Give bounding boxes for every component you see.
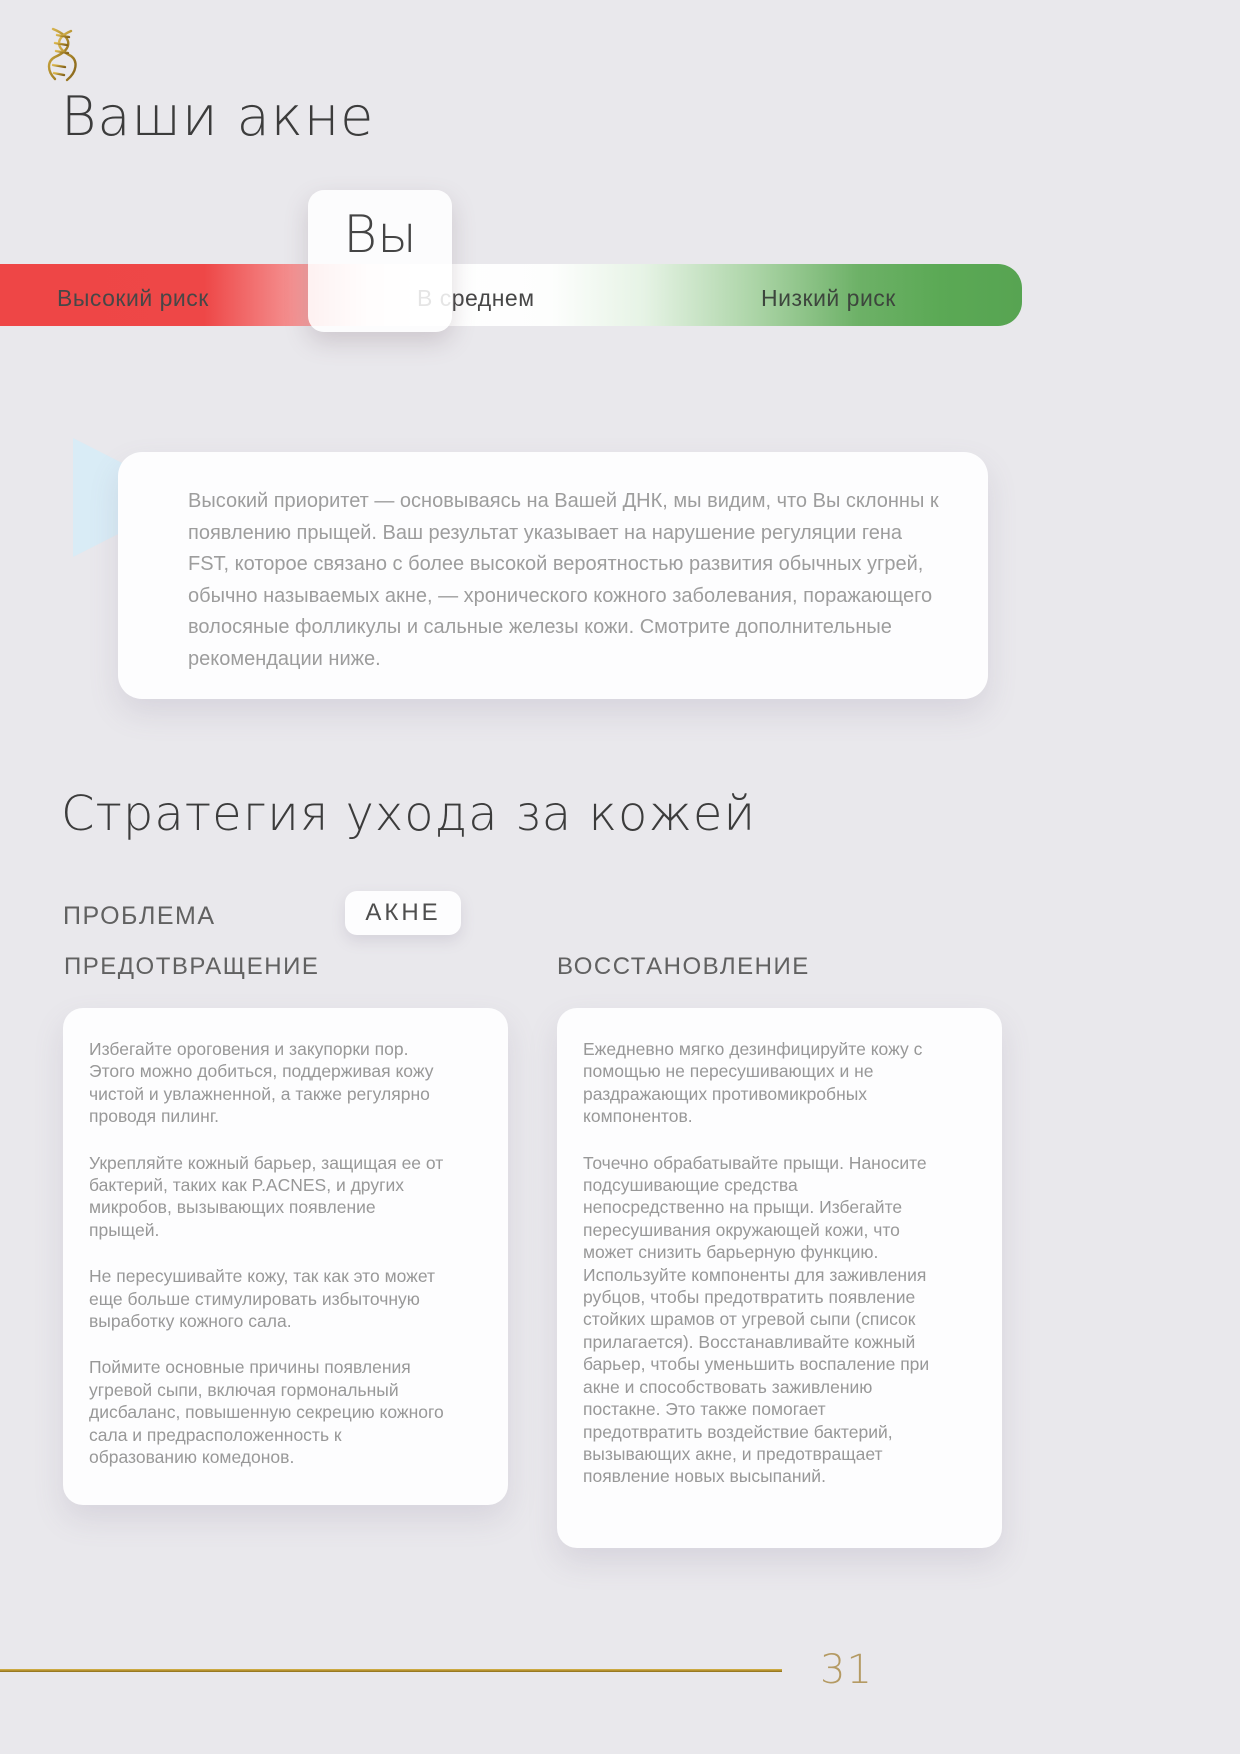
page-title: Ваши акне xyxy=(61,85,375,148)
problem-value-badge: АКНЕ xyxy=(345,891,461,935)
page-number: 31 xyxy=(820,1647,873,1693)
footer-divider xyxy=(0,1669,782,1672)
risk-marker-label: Вы xyxy=(343,205,417,265)
card-paragraph: Точечно обрабатывайте прыщи. Наносите по… xyxy=(583,1152,930,1487)
card-paragraph: Ежедневно мягко дезинфицируйте кожу с по… xyxy=(583,1039,923,1127)
card-paragraph: Избегайте ороговения и закупорки пор. Эт… xyxy=(89,1039,434,1127)
priority-callout: Высокий приоритет — основываясь на Вашей… xyxy=(118,452,988,699)
card-paragraph: Укрепляйте кожный барьер, защищая ее от … xyxy=(89,1152,444,1240)
risk-label-high: Высокий риск xyxy=(57,285,209,311)
card-paragraph: Не пересушивайте кожу, так как это может… xyxy=(89,1266,436,1332)
recovery-card: Ежедневно мягко дезинфицируйте кожу с по… xyxy=(557,1008,1002,1548)
section-title: Стратегия ухода за кожей xyxy=(61,786,757,842)
priority-callout-text: Высокий приоритет — основываясь на Вашей… xyxy=(188,490,939,670)
column-heading-prevention: ПРЕДОТВРАЩЕНИЕ xyxy=(64,953,320,980)
dna-logo-icon xyxy=(44,26,80,84)
risk-label-low: Низкий риск xyxy=(761,285,896,311)
prevention-card: Избегайте ороговения и закупорки пор. Эт… xyxy=(63,1008,508,1505)
risk-marker-card: Вы xyxy=(308,190,452,332)
risk-gradient-bar xyxy=(0,264,1022,326)
problem-label: ПРОБЛЕМА xyxy=(63,902,216,930)
column-heading-recovery: ВОССТАНОВЛЕНИЕ xyxy=(557,953,810,980)
card-paragraph: Поймите основные причины появления угрев… xyxy=(89,1357,444,1468)
problem-value: АКНЕ xyxy=(365,899,441,926)
